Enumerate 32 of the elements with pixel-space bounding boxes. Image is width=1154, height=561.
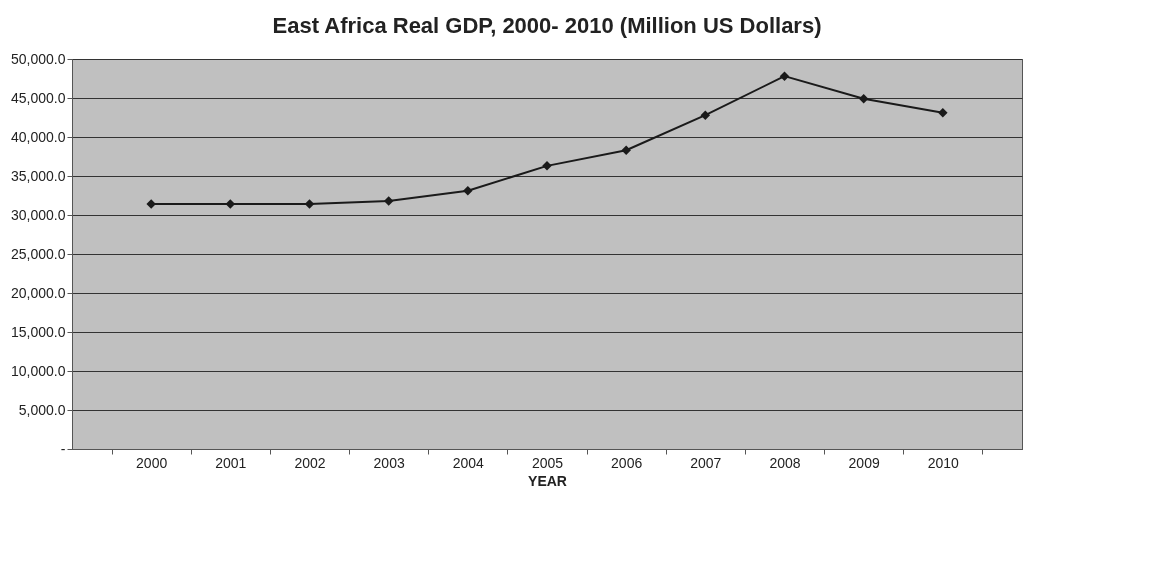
x-axis-title: YEAR — [528, 472, 567, 489]
y-tick-label: 10,000.0 — [11, 362, 66, 379]
y-tick-label: 5,000.0 — [18, 401, 66, 418]
x-tick-label: 2008 — [769, 454, 801, 471]
y-tick-label: - — [60, 440, 66, 457]
point — [463, 186, 473, 196]
point — [779, 71, 790, 81]
y-tick-label: 15,000.0 — [11, 323, 66, 340]
x-tick-label: 2010 — [927, 454, 960, 471]
point — [858, 94, 869, 104]
x-tick-label: 2002 — [294, 454, 326, 471]
x-tick-label: 2000 — [136, 454, 168, 471]
y-tick-label: 30,000.0 — [11, 206, 66, 223]
y-tick-label: 40,000.0 — [11, 128, 66, 145]
y-tick-label: 20,000.0 — [11, 284, 66, 301]
x-tick-label: 2007 — [690, 454, 722, 471]
x-tick-label: 2003 — [373, 454, 405, 471]
point — [621, 145, 631, 155]
y-tick-label: 25,000.0 — [11, 245, 66, 262]
point — [938, 108, 948, 118]
x-tick-label: 2009 — [848, 454, 880, 471]
x-tick-label: 2005 — [531, 454, 564, 471]
y-tick-label: 50,000.0 — [11, 50, 66, 67]
point — [383, 196, 394, 206]
y-tick-label: 45,000.0 — [11, 89, 66, 106]
y-tick-label: 35,000.0 — [11, 167, 66, 184]
chart-title: East Africa Real GDP, 2000- 2010 (Million US Dollars) — [272, 13, 822, 38]
point — [700, 110, 711, 120]
x-tick-label: 2001 — [215, 454, 247, 471]
point — [304, 199, 315, 209]
x-tick-label: 2004 — [452, 454, 485, 471]
x-tick-label: 2006 — [611, 454, 643, 471]
